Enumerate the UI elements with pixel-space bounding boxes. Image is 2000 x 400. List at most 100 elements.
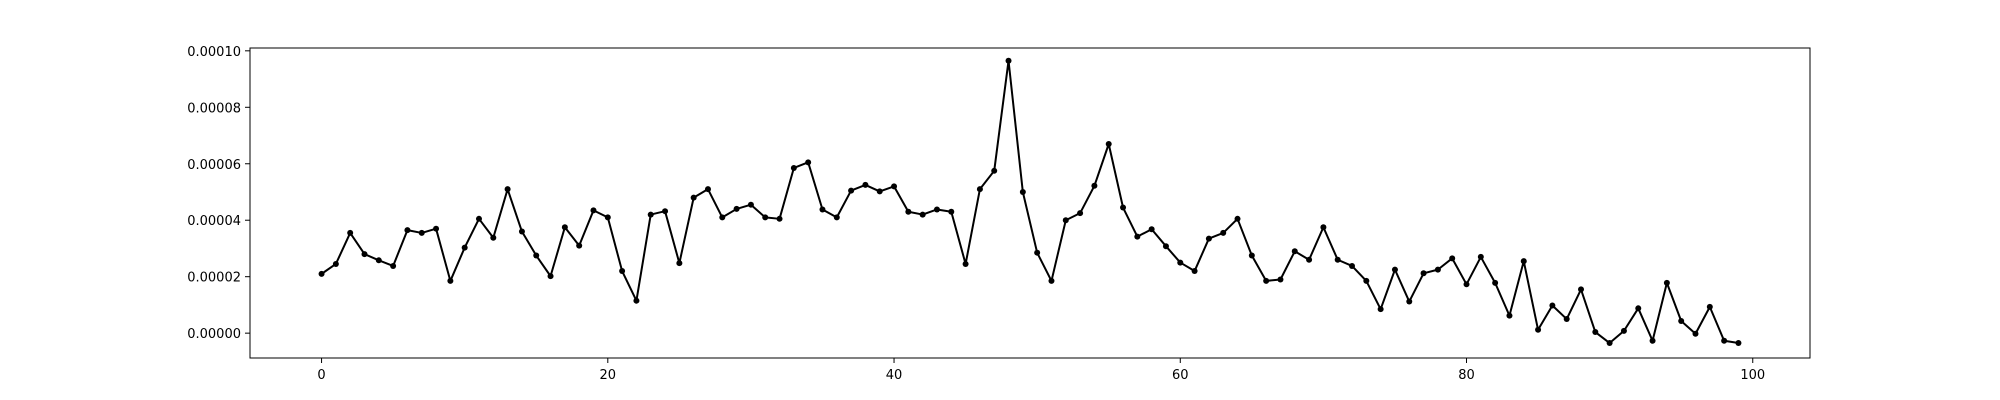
data-point — [1663, 279, 1670, 286]
data-point — [576, 242, 583, 249]
data-point — [318, 270, 325, 277]
data-point — [1134, 233, 1141, 240]
data-point — [862, 181, 869, 188]
data-point — [533, 252, 540, 259]
data-point — [991, 167, 998, 174]
data-point — [1520, 258, 1527, 265]
data-point — [1692, 330, 1699, 337]
data-point — [733, 205, 740, 212]
data-point — [833, 214, 840, 221]
data-point — [819, 206, 826, 213]
data-point — [1563, 316, 1570, 323]
data-point — [1463, 281, 1470, 288]
data-point — [504, 186, 511, 193]
data-point — [1391, 266, 1398, 273]
data-point — [647, 211, 654, 218]
data-point — [948, 208, 955, 215]
data-point — [1635, 305, 1642, 312]
data-point — [1205, 235, 1212, 242]
data-point — [1320, 224, 1327, 231]
data-point — [1377, 306, 1384, 313]
data-point — [1005, 57, 1012, 64]
data-point — [1492, 279, 1499, 286]
data-point — [418, 229, 425, 236]
data-point — [447, 277, 454, 284]
x-tick-label: 40 — [886, 368, 903, 383]
data-point — [1306, 256, 1313, 263]
data-point — [1420, 270, 1427, 277]
data-point — [518, 228, 525, 235]
data-point — [1606, 340, 1613, 347]
data-point — [633, 297, 640, 304]
data-point — [1248, 252, 1255, 259]
data-point — [1034, 249, 1041, 256]
y-tick-label: 0.00010 — [187, 45, 241, 60]
data-point — [747, 201, 754, 208]
y-tick-label: 0.00002 — [187, 271, 241, 286]
data-point — [590, 207, 597, 214]
data-point — [1678, 318, 1685, 325]
data-point — [1234, 215, 1241, 222]
data-point — [676, 260, 683, 267]
data-point — [690, 194, 697, 201]
data-point — [433, 225, 440, 232]
data-point — [876, 188, 883, 195]
data-point — [1620, 327, 1627, 334]
data-point — [1334, 256, 1341, 263]
data-point — [762, 214, 769, 221]
data-point — [475, 215, 482, 222]
data-point — [461, 244, 468, 251]
data-point — [919, 211, 926, 218]
data-point — [1349, 262, 1356, 269]
plot-area-frame — [249, 47, 1811, 359]
data-point — [848, 187, 855, 194]
data-point — [1406, 298, 1413, 305]
data-point — [375, 257, 382, 264]
data-point — [1048, 277, 1055, 284]
x-axis-ticks: 0 20 40 60 80 100 — [317, 358, 1765, 383]
data-point — [404, 227, 411, 234]
data-point — [1162, 243, 1169, 250]
data-point — [1363, 277, 1370, 284]
data-point — [390, 262, 397, 269]
data-point — [662, 208, 669, 215]
data-point — [1592, 329, 1599, 336]
data-point — [547, 273, 554, 280]
data-point — [1434, 266, 1441, 273]
series-layer — [318, 57, 1742, 347]
data-point — [561, 224, 568, 231]
data-point — [1091, 182, 1098, 189]
data-point — [1535, 326, 1542, 333]
data-point — [1120, 204, 1127, 211]
data-point — [905, 208, 912, 215]
series-line — [320, 59, 1739, 345]
data-point — [962, 260, 969, 267]
x-tick-label: 20 — [600, 368, 617, 383]
x-tick-label: 80 — [1458, 368, 1475, 383]
data-point — [1291, 248, 1298, 255]
y-tick-label: 0.00000 — [187, 327, 241, 342]
x-tick-label: 100 — [1740, 368, 1765, 383]
data-point — [933, 206, 940, 213]
data-point — [1449, 255, 1456, 262]
data-point — [1706, 303, 1713, 310]
data-point — [1220, 229, 1227, 236]
data-point — [1721, 337, 1728, 344]
data-point — [1549, 302, 1556, 309]
x-tick-label: 60 — [1172, 368, 1189, 383]
y-axis-ticks: 0.00000 0.00002 0.00004 0.00006 0.00008 0.000… — [187, 45, 250, 342]
data-point — [1177, 259, 1184, 266]
data-point — [1077, 210, 1084, 217]
data-point — [976, 186, 983, 193]
data-point — [1191, 268, 1198, 275]
data-point — [1019, 188, 1026, 195]
data-point — [719, 214, 726, 221]
data-point — [1649, 337, 1656, 344]
y-tick-label: 0.00006 — [187, 158, 241, 173]
data-point — [1263, 277, 1270, 284]
data-point — [1277, 276, 1284, 283]
data-point — [347, 229, 354, 236]
data-point — [1105, 140, 1112, 147]
